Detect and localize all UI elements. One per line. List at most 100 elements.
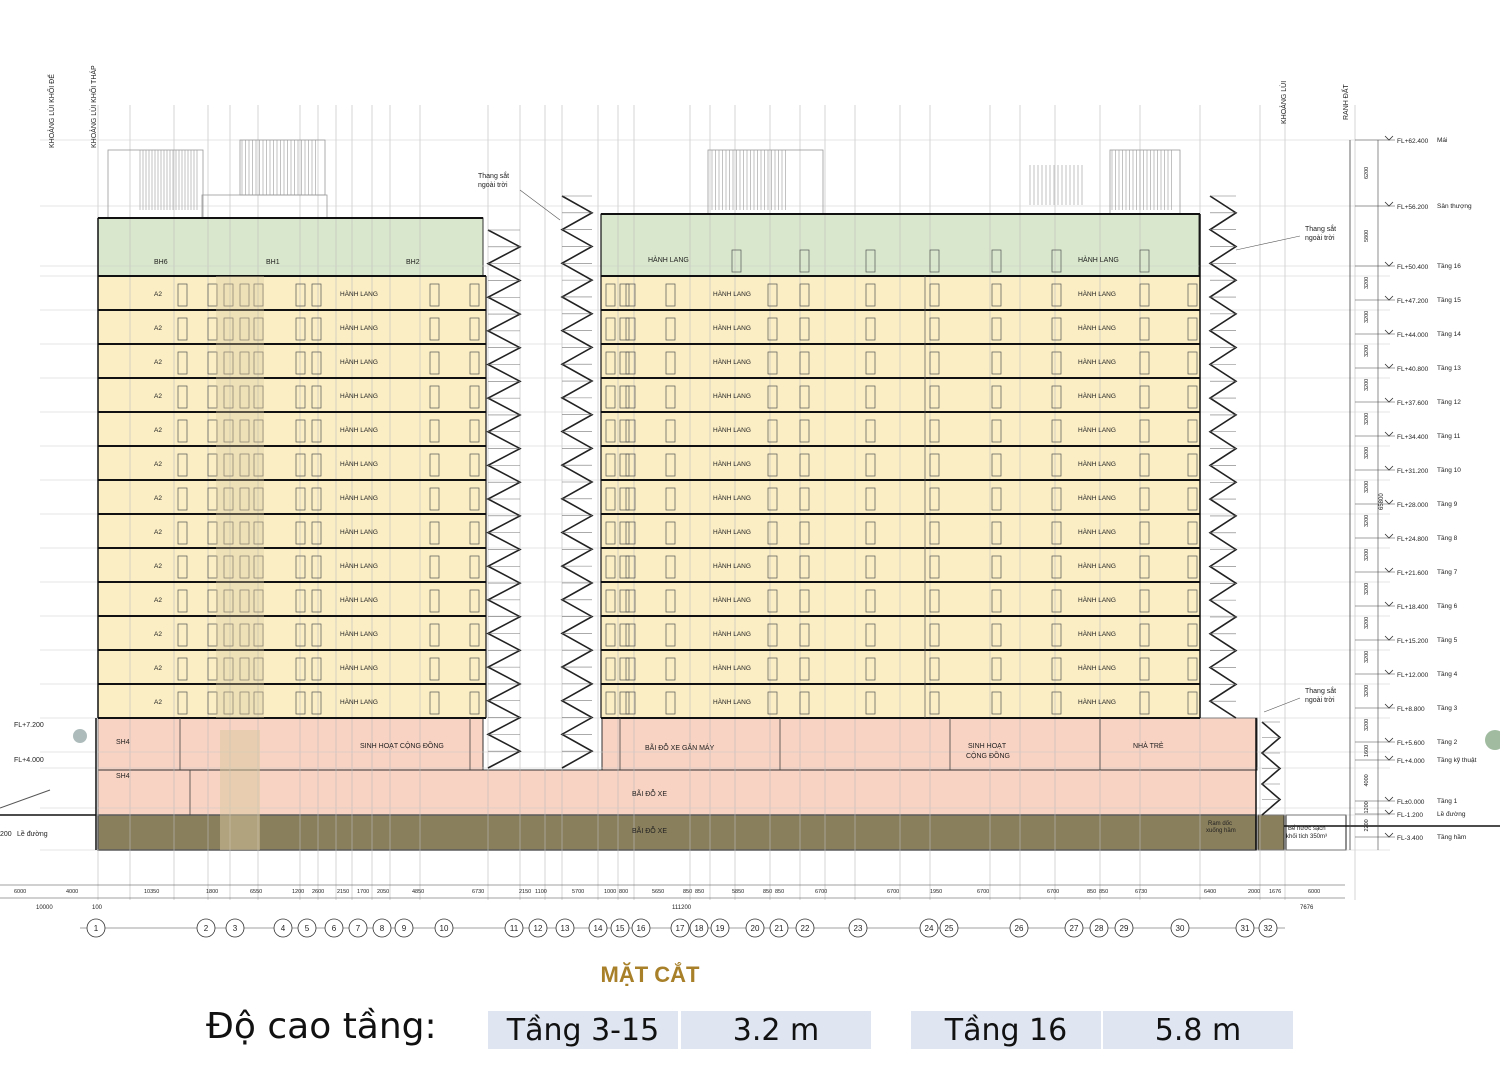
door-right-0-0 bbox=[605, 283, 616, 307]
door-right-6-1 bbox=[619, 487, 630, 511]
door-left-5-8 bbox=[469, 453, 480, 477]
corridor-right-7: HÀNH LANG bbox=[1078, 527, 1116, 536]
door-right-9-4 bbox=[767, 589, 778, 613]
axis-label-4: 4 bbox=[281, 924, 286, 933]
corridor-left-12: HÀNH LANG bbox=[340, 697, 378, 706]
level-fl-17: FL+4.000 bbox=[1397, 758, 1425, 765]
door-left-4-3 bbox=[239, 419, 250, 443]
corridor-right-1: HÀNH LANG bbox=[1078, 323, 1116, 332]
door-right-2-5 bbox=[799, 351, 810, 375]
door-left-0-5 bbox=[295, 283, 306, 307]
door-left-4-6 bbox=[311, 419, 322, 443]
axis-label-1: 1 bbox=[94, 924, 99, 933]
door-left-3-5 bbox=[295, 385, 306, 409]
door-right-12-10 bbox=[1139, 691, 1150, 715]
level-fl-10: FL+24.800 bbox=[1397, 536, 1429, 543]
axis-bubble-24 bbox=[919, 918, 939, 938]
corridor-mid-10: HÀNH LANG bbox=[713, 629, 751, 638]
door-left-9-5 bbox=[295, 589, 306, 613]
door-right-12-8 bbox=[991, 691, 1002, 715]
axis-label-29: 29 bbox=[1120, 924, 1129, 933]
level-name-3: Tầng 15 bbox=[1437, 295, 1461, 304]
door-left-8-0 bbox=[177, 555, 188, 579]
axis-label-9: 9 bbox=[402, 924, 407, 933]
door-right-11-11 bbox=[1187, 657, 1198, 681]
door-left-2-3 bbox=[239, 351, 250, 375]
door-left-12-3 bbox=[239, 691, 250, 715]
roof-floor-left bbox=[97, 217, 484, 277]
corridor-mid-4: HÀNH LANG bbox=[713, 425, 751, 434]
door-right-6-11 bbox=[1187, 487, 1198, 511]
corridor-mid-12: HÀNH LANG bbox=[713, 697, 751, 706]
door-right-2-3 bbox=[665, 351, 676, 375]
bottom-dim-4: 6550 bbox=[250, 889, 262, 895]
door-right-3-8 bbox=[991, 385, 1002, 409]
door-left-6-7 bbox=[429, 487, 440, 511]
door-right-10-5 bbox=[799, 623, 810, 647]
door-right-7-7 bbox=[929, 521, 940, 545]
door-right-1-9 bbox=[1051, 317, 1062, 341]
level-dim-11: 3200 bbox=[1364, 549, 1370, 561]
bottom-dim-24: 6700 bbox=[887, 889, 899, 895]
door-right-6-3 bbox=[665, 487, 676, 511]
door-left-0-3 bbox=[239, 283, 250, 307]
axis-bubble-10 bbox=[434, 918, 454, 938]
door-right-9-6 bbox=[865, 589, 876, 613]
corridor-left-8: HÀNH LANG bbox=[340, 561, 378, 570]
door-left-1-5 bbox=[295, 317, 306, 341]
door-left-7-7 bbox=[429, 521, 440, 545]
axis-bubble-22 bbox=[795, 918, 815, 938]
unit-label-9: A2 bbox=[154, 597, 162, 604]
door-right-1-2 bbox=[625, 317, 636, 341]
level-marker-9 bbox=[1384, 499, 1394, 505]
door-right-6-7 bbox=[929, 487, 940, 511]
door-left-8-2 bbox=[223, 555, 234, 579]
door-right-10-1 bbox=[619, 623, 630, 647]
door-right-2-4 bbox=[767, 351, 778, 375]
overall-dim-2: 100 bbox=[92, 905, 103, 911]
axis-label-14: 14 bbox=[594, 924, 603, 933]
door-right-7-5 bbox=[799, 521, 810, 545]
room-community: SINH HOẠT CỘNG ĐỒNG bbox=[360, 740, 444, 750]
axis-label-19: 19 bbox=[716, 924, 725, 933]
door-left-12-5 bbox=[295, 691, 306, 715]
corridor-right-0: HÀNH LANG bbox=[1078, 289, 1116, 298]
roof-corridor-a: HÀNH LANG bbox=[648, 255, 689, 264]
roof-corridor-b: HÀNH LANG bbox=[1078, 255, 1119, 264]
door-left-5-2 bbox=[223, 453, 234, 477]
bottom-dim-8: 1700 bbox=[357, 889, 369, 895]
axis-label-10: 10 bbox=[440, 924, 449, 933]
door-left-7-0 bbox=[177, 521, 188, 545]
door-left-7-6 bbox=[311, 521, 322, 545]
roof-door-1 bbox=[799, 249, 810, 273]
level-dim-3: 3200 bbox=[1364, 277, 1370, 289]
door-right-9-3 bbox=[665, 589, 676, 613]
door-left-7-8 bbox=[469, 521, 480, 545]
corridor-mid-5: HÀNH LANG bbox=[713, 459, 751, 468]
door-right-4-4 bbox=[767, 419, 778, 443]
bottom-dim-22: 850 bbox=[775, 889, 784, 895]
axis-bubble-3 bbox=[225, 918, 245, 938]
door-left-2-4 bbox=[253, 351, 264, 375]
bottom-dim-20: 5850 bbox=[732, 889, 744, 895]
level-name-11: Tầng 7 bbox=[1437, 567, 1458, 576]
door-left-4-0 bbox=[177, 419, 188, 443]
door-right-12-6 bbox=[865, 691, 876, 715]
axis-label-17: 17 bbox=[676, 924, 685, 933]
axis-label-7: 7 bbox=[356, 924, 361, 933]
door-right-8-8 bbox=[991, 555, 1002, 579]
stair-note-left-2: ngoài trời bbox=[478, 182, 508, 189]
level-dim-13: 3200 bbox=[1364, 617, 1370, 629]
door-left-4-7 bbox=[429, 419, 440, 443]
door-right-4-5 bbox=[799, 419, 810, 443]
unit-label-4: A2 bbox=[154, 427, 162, 434]
door-left-6-3 bbox=[239, 487, 250, 511]
bottom-dim-19: 850 bbox=[695, 889, 704, 895]
door-right-0-9 bbox=[1051, 283, 1062, 307]
bottom-dim-21: 850 bbox=[763, 889, 772, 895]
level-fl-8: FL+31.200 bbox=[1397, 468, 1429, 475]
corridor-right-9: HÀNH LANG bbox=[1078, 595, 1116, 604]
door-left-6-8 bbox=[469, 487, 480, 511]
door-right-7-4 bbox=[767, 521, 778, 545]
door-left-11-8 bbox=[469, 657, 480, 681]
